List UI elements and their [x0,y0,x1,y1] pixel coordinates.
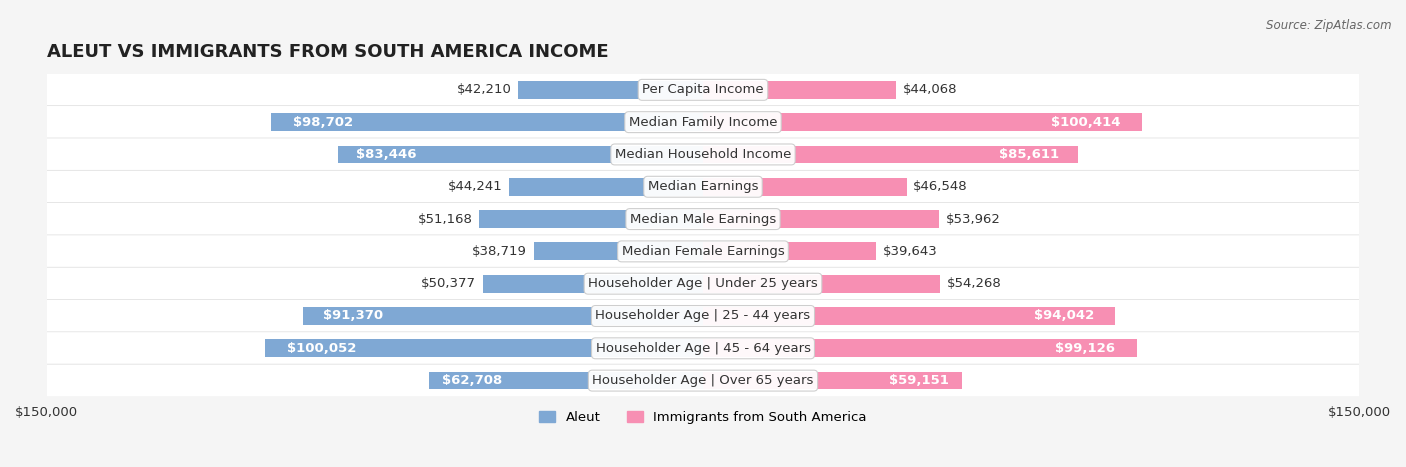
Text: Median Female Earnings: Median Female Earnings [621,245,785,258]
Text: $44,241: $44,241 [449,180,503,193]
Text: Householder Age | 45 - 64 years: Householder Age | 45 - 64 years [596,342,810,355]
Text: Householder Age | Under 25 years: Householder Age | Under 25 years [588,277,818,290]
FancyBboxPatch shape [46,364,1360,397]
Text: $94,042: $94,042 [1033,310,1094,323]
Bar [703,340,1137,357]
Text: $100,414: $100,414 [1050,116,1121,128]
Text: $99,126: $99,126 [1054,342,1115,355]
Bar [703,178,907,196]
Bar [703,113,1143,131]
FancyBboxPatch shape [46,138,1360,171]
Text: $85,611: $85,611 [998,148,1059,161]
Text: $98,702: $98,702 [292,116,353,128]
Text: $38,719: $38,719 [472,245,527,258]
Bar [703,275,941,292]
Text: Median Male Earnings: Median Male Earnings [630,212,776,226]
Text: Per Capita Income: Per Capita Income [643,83,763,96]
Text: $91,370: $91,370 [323,310,384,323]
Bar [703,81,896,99]
FancyBboxPatch shape [46,235,1360,268]
Text: $39,643: $39,643 [883,245,938,258]
Legend: Aleut, Immigrants from South America: Aleut, Immigrants from South America [534,405,872,429]
Text: $42,210: $42,210 [457,83,512,96]
Text: Median Household Income: Median Household Income [614,148,792,161]
Bar [533,242,703,260]
Text: Median Family Income: Median Family Income [628,116,778,128]
FancyBboxPatch shape [46,299,1360,333]
Text: Householder Age | 25 - 44 years: Householder Age | 25 - 44 years [595,310,811,323]
Text: Median Earnings: Median Earnings [648,180,758,193]
Bar [509,178,703,196]
Bar [703,372,962,389]
Bar [703,242,876,260]
Text: ALEUT VS IMMIGRANTS FROM SOUTH AMERICA INCOME: ALEUT VS IMMIGRANTS FROM SOUTH AMERICA I… [46,43,609,61]
Bar [519,81,703,99]
Bar [479,210,703,228]
Bar [266,340,703,357]
Text: $53,962: $53,962 [946,212,1001,226]
Text: $83,446: $83,446 [356,148,416,161]
Bar [482,275,703,292]
Text: Householder Age | Over 65 years: Householder Age | Over 65 years [592,374,814,387]
Bar [304,307,703,325]
Text: $51,168: $51,168 [418,212,472,226]
Text: Source: ZipAtlas.com: Source: ZipAtlas.com [1267,19,1392,32]
Text: $100,052: $100,052 [287,342,356,355]
Bar [703,307,1115,325]
Bar [703,146,1077,163]
FancyBboxPatch shape [46,73,1360,106]
Text: $50,377: $50,377 [420,277,477,290]
Bar [271,113,703,131]
Text: $54,268: $54,268 [948,277,1002,290]
Text: $62,708: $62,708 [443,374,502,387]
Text: $59,151: $59,151 [889,374,949,387]
Bar [337,146,703,163]
Text: $46,548: $46,548 [914,180,967,193]
Text: $44,068: $44,068 [903,83,957,96]
FancyBboxPatch shape [46,106,1360,139]
FancyBboxPatch shape [46,267,1360,300]
FancyBboxPatch shape [46,170,1360,203]
Bar [429,372,703,389]
Bar [703,210,939,228]
FancyBboxPatch shape [46,203,1360,235]
FancyBboxPatch shape [46,332,1360,365]
